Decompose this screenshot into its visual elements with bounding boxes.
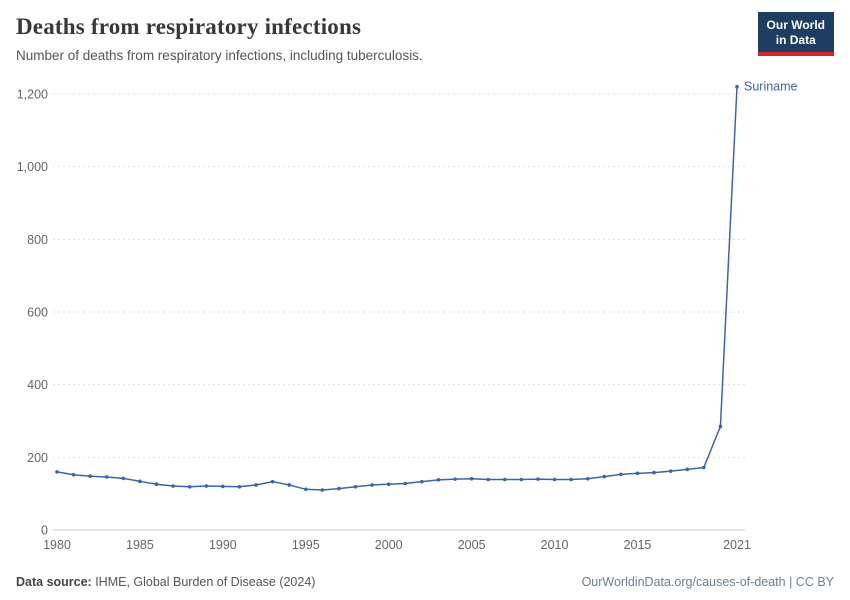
data-point: [337, 486, 341, 491]
data-point: [619, 472, 623, 477]
y-tick-label: 1,200: [17, 88, 48, 102]
data-point: [635, 471, 640, 476]
data-point: [403, 481, 408, 486]
x-tick-label: 2015: [624, 538, 652, 552]
x-tick-label: 1995: [292, 538, 320, 552]
data-point: [154, 482, 159, 487]
y-tick-label: 400: [27, 378, 48, 392]
x-tick-label: 1990: [209, 538, 237, 552]
x-tick-label: 2010: [541, 538, 569, 552]
y-tick-label: 800: [27, 233, 48, 247]
x-tick-label: 1985: [126, 538, 154, 552]
data-point: [187, 484, 192, 489]
data-point: [519, 477, 524, 482]
data-point: [420, 479, 424, 484]
data-point: [668, 469, 673, 473]
data-point: [585, 476, 590, 481]
data-source: Data source: IHME, Global Burden of Dise…: [16, 575, 315, 589]
data-point: [204, 484, 209, 488]
data-source-text: IHME, Global Burden of Disease (2024): [91, 575, 316, 589]
data-point: [104, 475, 109, 479]
x-tick-label: 2000: [375, 538, 403, 552]
data-point: [320, 488, 325, 492]
series-line: [56, 86, 738, 491]
y-tick-label: 1,000: [17, 160, 48, 174]
data-point: [303, 487, 308, 492]
data-point: [453, 477, 457, 481]
page-title: Deaths from respiratory infections: [16, 14, 362, 39]
chart-header: Deaths from respiratory infections Numbe…: [0, 0, 850, 80]
data-point: [469, 476, 474, 481]
data-point: [171, 484, 175, 488]
data-point: [552, 477, 557, 482]
owid-cc-by-link[interactable]: OurWorldinData.org/causes-of-death | CC …: [581, 575, 834, 589]
x-tick-label: 2021: [723, 538, 751, 552]
data-point: [71, 472, 76, 477]
chart-footer: Data source: IHME, Global Burden of Dise…: [0, 564, 850, 600]
data-point: [237, 484, 242, 489]
x-tick-label: 1980: [43, 538, 71, 552]
y-tick-label: 600: [27, 306, 48, 320]
data-point: [569, 477, 573, 482]
data-point: [652, 470, 656, 475]
data-point: [88, 474, 92, 479]
owid-logo-line2: in Data: [775, 33, 816, 47]
data-source-label: Data source:: [16, 575, 92, 589]
data-point: [55, 470, 59, 474]
data-point: [602, 474, 607, 479]
data-point: [702, 465, 706, 470]
data-point: [536, 477, 540, 481]
data-point: [735, 84, 739, 89]
data-point: [370, 483, 374, 487]
page-subtitle: Number of deaths from respiratory infect…: [16, 48, 423, 63]
chart-area[interactable]: 0 200 400 600 800 1,000 1,200 1980 1985 1990 1995 2…: [0, 78, 850, 560]
data-point: [287, 483, 291, 487]
y-tick-label: 200: [27, 451, 48, 465]
data-point: [718, 424, 723, 429]
data-point: [436, 478, 441, 482]
data-point: [386, 482, 391, 487]
data-point: [486, 477, 491, 482]
data-point: [138, 479, 142, 484]
data-point: [503, 477, 507, 482]
line-chart-svg[interactable]: 0 200 400 600 800 1,000 1,200 1980 1985 1990 1995 2…: [0, 78, 850, 560]
data-point: [353, 484, 358, 489]
y-tick-label: 0: [41, 524, 48, 538]
data-point: [221, 484, 225, 489]
x-tick-label: 2005: [458, 538, 486, 552]
data-point: [121, 476, 126, 481]
entity-label: Suriname: [744, 80, 798, 94]
data-point: [270, 479, 275, 484]
data-point: [254, 483, 258, 487]
owid-logo[interactable]: Our World in Data: [757, 12, 834, 56]
data-point: [685, 467, 690, 472]
owid-logo-line1: Our World: [766, 18, 825, 32]
